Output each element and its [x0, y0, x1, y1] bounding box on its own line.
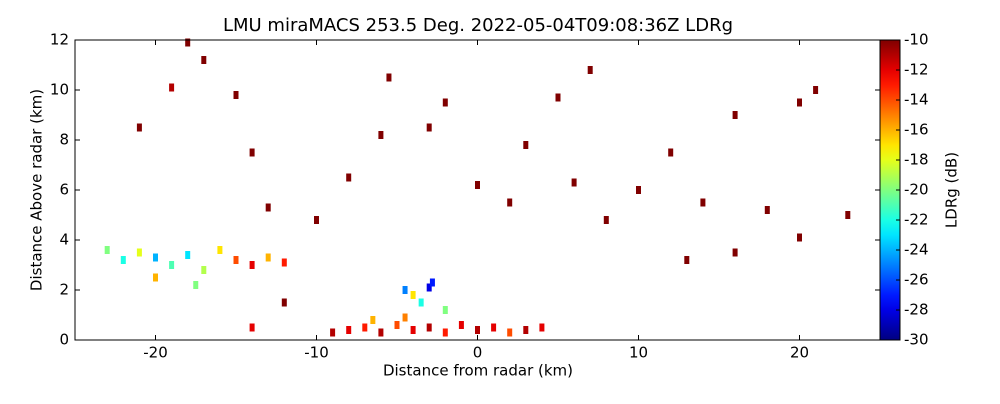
- y-tick-label: 10: [50, 81, 69, 99]
- y-tick-label: 2: [59, 281, 69, 299]
- data-point: [378, 328, 384, 337]
- data-point: [845, 211, 851, 219]
- data-point: [169, 83, 175, 92]
- x-tick-label: -20: [143, 344, 168, 362]
- data-point: [587, 66, 593, 74]
- data-point: [684, 256, 690, 264]
- data-point: [603, 216, 609, 224]
- y-tick-label: 6: [59, 181, 69, 199]
- data-point: [136, 248, 142, 257]
- colorbar-tick-label: -18: [904, 151, 929, 169]
- data-point: [120, 256, 126, 264]
- data-point: [402, 286, 408, 294]
- data-point: [507, 328, 513, 337]
- plot-frame: [74, 39, 881, 341]
- x-tick-label: -10: [304, 344, 329, 362]
- data-point: [523, 141, 529, 149]
- data-point: [394, 321, 400, 329]
- chart-title: LMU miraMACS 253.5 Deg. 2022-05-04T09:08…: [223, 15, 733, 36]
- data-point: [402, 313, 408, 322]
- colorbar-label: LDRg (dB): [943, 152, 961, 228]
- data-point: [442, 328, 448, 337]
- colorbar-tick-label: -26: [904, 271, 929, 289]
- data-point: [732, 248, 738, 257]
- data-point: [442, 98, 448, 107]
- data-point: [104, 246, 110, 254]
- data-point: [201, 266, 207, 274]
- y-tick-label: 8: [59, 131, 69, 149]
- data-point: [233, 256, 239, 264]
- data-point: [265, 253, 271, 262]
- data-point: [346, 173, 352, 182]
- data-point: [153, 273, 158, 282]
- data-point: [201, 56, 207, 64]
- data-point: [426, 283, 432, 292]
- data-point: [426, 123, 432, 132]
- data-point: [233, 91, 239, 99]
- data-point: [281, 298, 287, 307]
- data-point: [281, 258, 287, 267]
- data-point: [571, 178, 577, 187]
- data-point: [491, 323, 497, 332]
- colorbar-tick-label: -10: [904, 31, 929, 49]
- data-point: [136, 123, 142, 132]
- data-point: [265, 203, 271, 212]
- data-point: [330, 328, 336, 337]
- data-point: [475, 326, 480, 334]
- colorbar-tick-label: -24: [904, 241, 929, 259]
- x-tick-label: 10: [629, 344, 648, 362]
- data-point: [555, 93, 561, 102]
- x-tick-label: 0: [473, 344, 483, 362]
- data-point: [378, 131, 384, 139]
- data-point: [418, 298, 424, 307]
- data-point: [442, 306, 448, 314]
- data-point: [410, 291, 416, 299]
- data-point: [193, 281, 199, 289]
- data-point: [523, 326, 529, 334]
- data-point: [426, 323, 432, 332]
- data-point: [185, 251, 191, 259]
- data-point: [185, 38, 191, 47]
- data-point: [539, 323, 545, 332]
- data-point: [636, 186, 641, 194]
- colorbar-tick-label: -28: [904, 301, 929, 319]
- data-point: [217, 246, 223, 254]
- data-point: [249, 261, 255, 269]
- data-point: [249, 148, 255, 157]
- data-point: [370, 316, 376, 324]
- colorbar-tick-label: -16: [904, 121, 929, 139]
- data-point: [429, 278, 435, 287]
- data-point: [169, 261, 175, 269]
- data-point: [346, 326, 352, 334]
- colorbar-tick-label: -12: [904, 61, 929, 79]
- data-point: [813, 86, 819, 94]
- colorbar-tick-label: -22: [904, 211, 929, 229]
- x-tick-label: 20: [790, 344, 809, 362]
- data-point: [732, 111, 738, 119]
- data-point: [153, 253, 158, 262]
- data-point: [507, 198, 513, 207]
- data-point: [410, 326, 416, 334]
- data-point: [475, 181, 480, 189]
- y-tick-label: 4: [59, 231, 69, 249]
- colorbar-tick-label: -30: [904, 331, 929, 349]
- y-tick-label: 12: [50, 31, 69, 49]
- colorbar-tick-label: -14: [904, 91, 929, 109]
- colorbar-tick-label: -20: [904, 181, 929, 199]
- data-point: [458, 321, 464, 329]
- x-axis-label: Distance from radar (km): [383, 362, 573, 380]
- data-point: [314, 216, 319, 224]
- y-axis-label: Distance Above radar (km): [28, 89, 46, 291]
- data-point: [797, 233, 802, 242]
- data-point: [668, 148, 674, 157]
- data-point: [764, 206, 770, 214]
- data-point: [249, 323, 255, 332]
- data-point: [700, 198, 706, 207]
- data-point: [362, 323, 368, 332]
- data-point: [386, 73, 392, 82]
- y-tick-label: 0: [59, 331, 69, 349]
- data-point: [797, 98, 802, 107]
